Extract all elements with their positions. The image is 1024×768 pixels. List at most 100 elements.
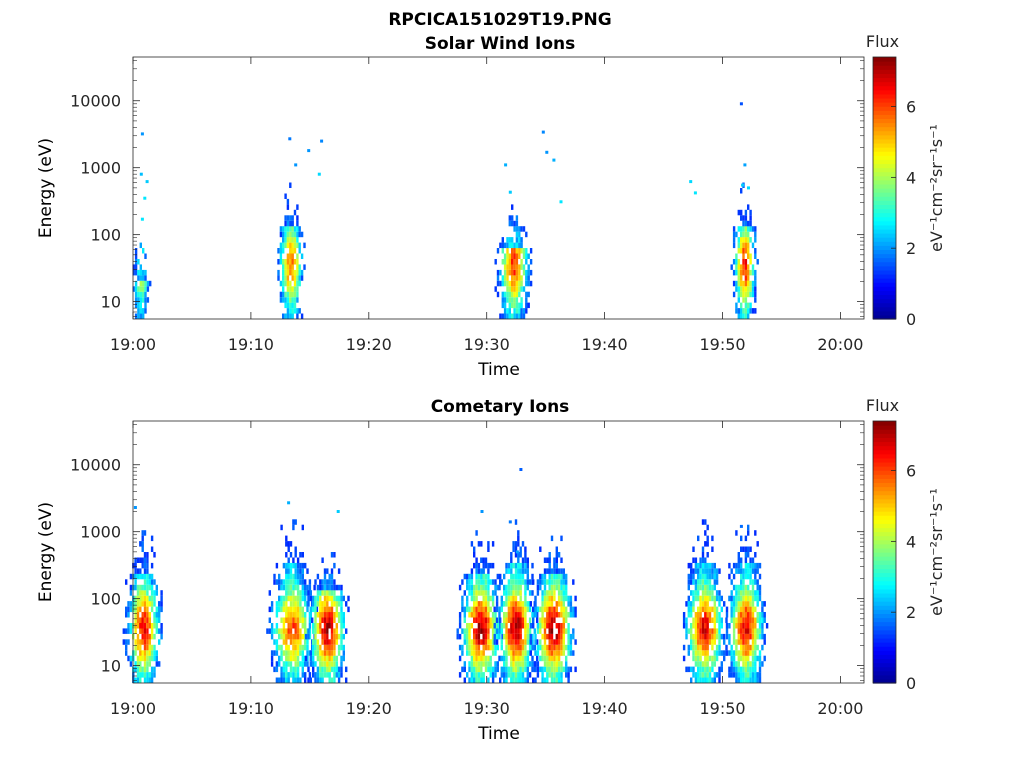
heatmap-cell	[749, 573, 752, 580]
heatmap-cell	[319, 672, 322, 678]
heatmap-cell	[708, 672, 712, 678]
heatmap-cell	[304, 628, 307, 634]
heatmap-cell	[301, 568, 304, 574]
heatmap-cell	[569, 606, 573, 613]
heatmap-cell	[704, 579, 707, 585]
figure-title: RPCICA151029T19.PNG	[388, 10, 611, 30]
heatmap-cell	[687, 595, 690, 602]
heatmap-cell	[735, 639, 738, 645]
heatmap-cell	[475, 672, 478, 678]
heatmap-cell	[553, 677, 556, 683]
heatmap-cell	[321, 557, 324, 563]
heatmap-cell	[732, 617, 736, 623]
heatmap-cell	[737, 297, 740, 303]
heatmap-cell	[482, 617, 485, 623]
heatmap-cell	[511, 248, 514, 254]
heatmap-cell	[328, 644, 331, 651]
colorbar-swatch	[873, 457, 896, 463]
heatmap-cell	[482, 677, 485, 683]
heatmap-cell	[301, 584, 304, 591]
heatmap-cell	[293, 248, 297, 254]
heatmap-cell	[560, 595, 563, 602]
heatmap-cell	[754, 562, 757, 569]
heatmap-cell	[503, 259, 507, 265]
heatmap-cell	[711, 584, 714, 591]
heatmap-cell	[139, 275, 142, 281]
heatmap-cell	[548, 672, 551, 678]
heatmap-cell	[507, 617, 511, 623]
heatmap-cell	[697, 655, 700, 662]
heatmap-cell	[510, 562, 513, 569]
heatmap-cell	[292, 612, 295, 618]
heatmap-cell	[289, 264, 292, 270]
heatmap-cell	[699, 562, 702, 569]
heatmap-cell	[304, 623, 307, 629]
heatmap-cell	[148, 623, 151, 629]
heatmap-cell	[137, 313, 140, 319]
heatmap-cell	[293, 226, 297, 232]
colorbar-tick-label: 4	[906, 532, 916, 551]
heatmap-cell	[510, 557, 513, 563]
heatmap-cell	[487, 584, 490, 591]
heatmap-cell	[299, 612, 302, 618]
heatmap-cell	[531, 666, 534, 673]
heatmap-cell	[706, 612, 709, 618]
heatmap-cell	[754, 661, 757, 667]
heatmap-cell	[528, 579, 532, 585]
heatmap-cell	[751, 650, 755, 656]
heatmap-cell	[506, 280, 509, 287]
heatmap-cell	[706, 628, 709, 634]
heatmap-cell	[754, 595, 757, 602]
heatmap-cell	[301, 552, 304, 558]
heatmap-cell	[553, 573, 556, 580]
heatmap-cell	[150, 628, 154, 634]
heatmap-cell	[536, 628, 540, 634]
colorbar-swatch	[873, 519, 896, 524]
heatmap-cell	[278, 661, 281, 667]
heatmap-cell	[475, 661, 478, 667]
heatmap-cell	[761, 633, 764, 640]
heatmap-cell	[513, 242, 516, 249]
heatmap-cell	[323, 639, 327, 645]
heatmap-cell	[552, 158, 556, 162]
heatmap-cell	[699, 617, 702, 623]
heatmap-cell	[751, 595, 755, 602]
heatmap-cell	[282, 313, 285, 319]
heatmap-cell	[687, 644, 690, 651]
heatmap-cell	[294, 612, 297, 618]
heatmap-cell	[309, 655, 312, 662]
heatmap-cell	[742, 573, 745, 580]
heatmap-cell	[730, 617, 733, 623]
heatmap-cell	[699, 606, 702, 613]
heatmap-cell	[514, 666, 518, 673]
heatmap-cell	[503, 633, 506, 640]
heatmap-cell	[747, 237, 750, 243]
heatmap-cell	[506, 242, 509, 249]
heatmap-cell	[503, 302, 507, 309]
heatmap-cell	[496, 623, 499, 629]
heatmap-cell	[718, 595, 721, 602]
heatmap-cell	[284, 313, 287, 319]
heatmap-cell	[340, 612, 343, 618]
heatmap-cell	[127, 623, 130, 629]
heatmap-cell	[513, 313, 516, 319]
heatmap-cell	[301, 524, 304, 531]
heatmap-cell	[519, 655, 522, 662]
heatmap-cell	[739, 102, 743, 106]
heatmap-cell	[507, 579, 511, 585]
heatmap-cell	[546, 633, 549, 640]
heatmap-cell	[280, 601, 283, 607]
heatmap-cell	[749, 623, 752, 629]
heatmap-cell	[279, 291, 283, 298]
heatmap-cell	[534, 633, 537, 640]
heatmap-cell	[747, 650, 750, 656]
heatmap-cell	[304, 617, 307, 623]
heatmap-cell	[732, 291, 736, 298]
colorbar-swatch	[873, 110, 896, 115]
heatmap-cell	[541, 677, 544, 683]
heatmap-cell	[737, 308, 740, 314]
heatmap-cell	[482, 612, 485, 618]
heatmap-cell	[522, 264, 526, 270]
heatmap-cell	[275, 628, 279, 634]
heatmap-cell	[735, 562, 738, 569]
